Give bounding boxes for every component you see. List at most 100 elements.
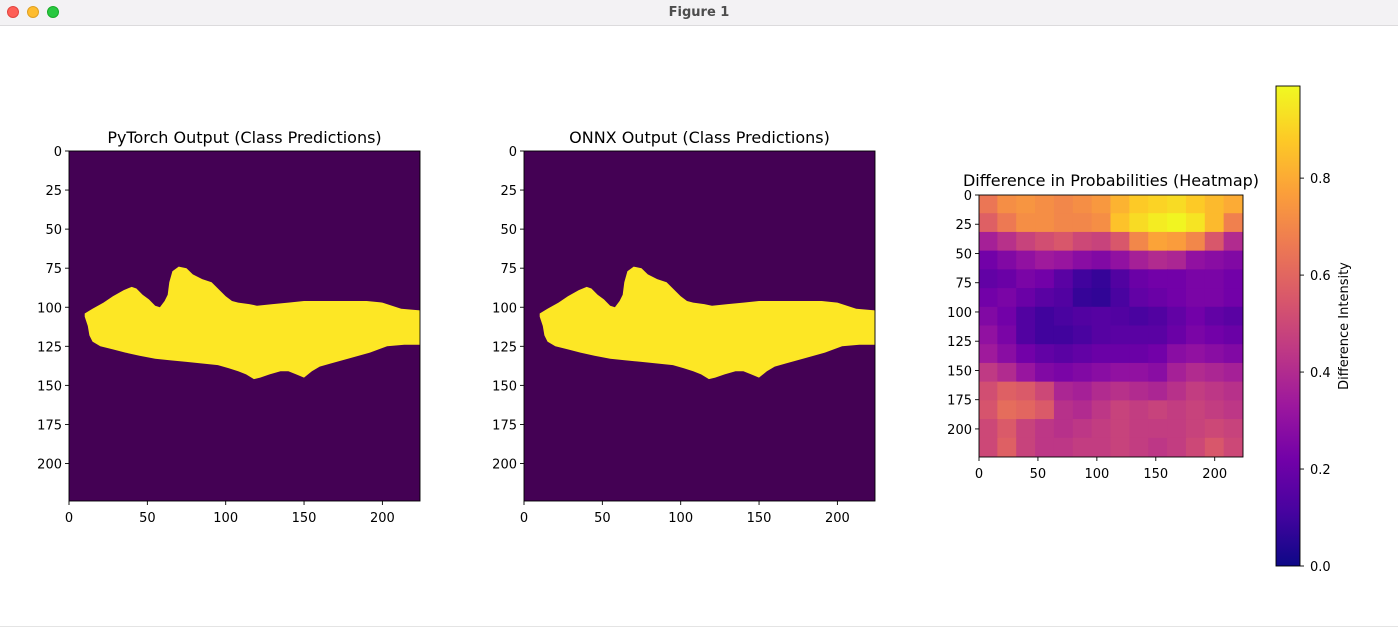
- heatmap-cell: [1148, 400, 1169, 421]
- colorbar-gradient: [1275, 85, 1301, 567]
- heatmap-cell: [1185, 306, 1206, 327]
- heatmap-cell: [1148, 325, 1169, 346]
- heatmap-cell: [1072, 269, 1093, 290]
- heatmap-cell: [1204, 213, 1225, 233]
- y-tick-label: 150: [492, 379, 517, 394]
- heatmap-cell: [1035, 344, 1055, 364]
- colorbar-tick-label: 0.0: [1310, 560, 1331, 575]
- heatmap-cell: [1053, 213, 1074, 233]
- heatmap-cell: [1072, 344, 1093, 364]
- heatmap-cell: [1148, 195, 1169, 215]
- heatmap-cell: [1185, 250, 1206, 271]
- figure-canvas: PyTorch Output (Class Predictions) 0 50 100…: [37, 85, 1352, 575]
- class-1-region: [539, 266, 875, 380]
- heatmap-cell: [1091, 195, 1112, 215]
- y-tick-label: 25: [45, 184, 62, 199]
- heatmap-cell: [1016, 362, 1037, 383]
- heatmap-cell: [1148, 437, 1169, 457]
- heatmap-cells: [979, 195, 1243, 457]
- heatmap-cell: [979, 419, 999, 439]
- heatmap-cell: [1016, 250, 1037, 271]
- heatmap-cell: [1185, 437, 1206, 457]
- colorbar-tick-label: 0.8: [1310, 172, 1331, 187]
- colorbar-tick-label: 0.6: [1310, 269, 1331, 284]
- heatmap-cell: [1110, 381, 1131, 402]
- heatmap-cell: [997, 362, 1018, 383]
- heatmap-cell: [1110, 231, 1131, 252]
- heatmap-cell: [1223, 362, 1243, 383]
- heatmap-cell: [1110, 288, 1131, 308]
- heatmap-cell: [1053, 400, 1074, 421]
- heatmap-cell: [1072, 419, 1093, 439]
- heatmap-cell: [1110, 213, 1131, 233]
- heatmap-cell: [997, 344, 1018, 364]
- heatmap-cell: [997, 400, 1018, 421]
- heatmap-cell: [1053, 269, 1074, 290]
- y-tick-label: 100: [947, 306, 972, 321]
- heatmap-cell: [1185, 419, 1206, 439]
- window-title: Figure 1: [668, 5, 730, 20]
- heatmap-cell: [1185, 381, 1206, 402]
- x-tick-label: 100: [668, 511, 693, 526]
- heatmap-cell: [979, 362, 999, 383]
- heatmap-cell: [1129, 195, 1150, 215]
- heatmap-cell: [1129, 269, 1150, 290]
- heatmap-cell: [1167, 437, 1187, 457]
- x-tick-label: 150: [292, 511, 317, 526]
- heatmap-cell: [979, 325, 999, 346]
- heatmap-cell: [1016, 437, 1037, 457]
- heatmap-cell: [1016, 231, 1037, 252]
- x-tick-label: 50: [1030, 467, 1047, 482]
- heatmap-cell: [1223, 231, 1243, 252]
- chart-0: PyTorch Output (Class Predictions) 0 50 100…: [37, 128, 421, 526]
- heatmap-cell: [1185, 213, 1206, 233]
- close-window-button[interactable]: [7, 6, 19, 18]
- x-tick-label: 200: [370, 511, 395, 526]
- colorbar: 0.0 0.2 0.4 0.6 0.8 Difference Intensity: [1275, 85, 1352, 575]
- heatmap-cell: [1129, 231, 1150, 252]
- heatmap-cell: [1185, 325, 1206, 346]
- minimize-window-button[interactable]: [27, 6, 39, 18]
- axes-frame: [523, 150, 876, 502]
- heatmap-cell: [1091, 400, 1112, 421]
- heatmap-cell: [1053, 344, 1074, 364]
- heatmap-cell: [1129, 306, 1150, 327]
- y-tick-label: 0: [964, 189, 972, 204]
- heatmap-cell: [1204, 195, 1225, 215]
- heatmap-cell: [1091, 288, 1112, 308]
- y-tick-label: 75: [45, 262, 62, 277]
- class-1-region: [84, 266, 420, 380]
- heatmap-cell: [1223, 213, 1243, 233]
- heatmap-cell: [1035, 400, 1055, 421]
- zoom-window-button[interactable]: [47, 6, 59, 18]
- x-tick-label: 100: [1084, 467, 1109, 482]
- heatmap-cell: [1129, 381, 1150, 402]
- heatmap-cell: [1016, 306, 1037, 327]
- heatmap-cell: [1204, 400, 1225, 421]
- y-tick-label: 175: [37, 418, 62, 433]
- y-tick-label: 200: [37, 458, 62, 473]
- y-tick-label: 75: [500, 262, 517, 277]
- heatmap-cell: [1110, 250, 1131, 271]
- heatmap-cell: [1129, 400, 1150, 421]
- heatmap-cell: [1072, 306, 1093, 327]
- heatmap-cell: [979, 344, 999, 364]
- y-tick-label: 125: [37, 340, 62, 355]
- heatmap-cell: [1204, 269, 1225, 290]
- heatmap-cell: [1129, 437, 1150, 457]
- heatmap-cell: [1167, 306, 1187, 327]
- heatmap-cell: [1035, 250, 1055, 271]
- heatmap-cell: [1185, 231, 1206, 252]
- y-tick-label: 75: [955, 277, 972, 292]
- y-tick-label: 0: [54, 145, 62, 160]
- heatmap-cell: [1053, 325, 1074, 346]
- axes-frame: [68, 150, 421, 502]
- heatmap-cell: [1035, 362, 1055, 383]
- heatmap-cell: [1185, 288, 1206, 308]
- x-tick-label: 100: [213, 511, 238, 526]
- heatmap-cell: [1204, 306, 1225, 327]
- x-tick-label: 150: [1143, 467, 1168, 482]
- heatmap-cell: [1016, 325, 1037, 346]
- heatmap-cell: [1053, 419, 1074, 439]
- heatmap-cell: [1016, 344, 1037, 364]
